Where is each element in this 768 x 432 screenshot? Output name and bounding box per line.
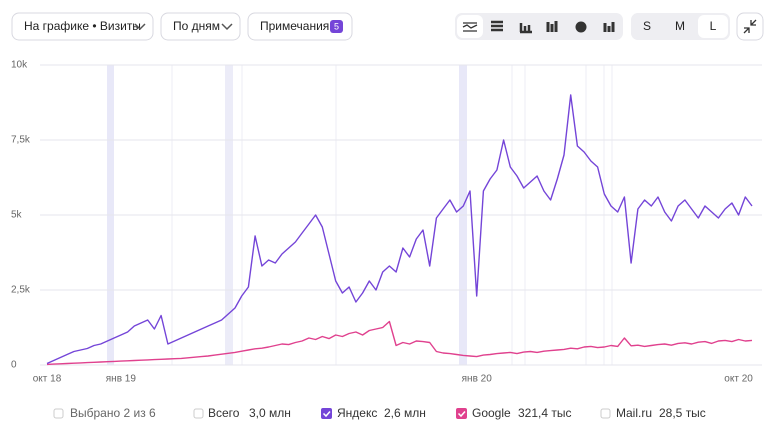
checkbox[interactable] bbox=[321, 408, 332, 419]
check bbox=[457, 411, 466, 418]
collapse-button[interactable] bbox=[736, 12, 764, 41]
chevron bbox=[221, 23, 233, 31]
notes-button[interactable] bbox=[247, 12, 353, 41]
chevron bbox=[134, 23, 146, 31]
legend-name: Google bbox=[472, 406, 511, 420]
y-tick-label: 0 bbox=[11, 360, 17, 371]
checkbox[interactable] bbox=[53, 408, 64, 419]
legend-name: Всего bbox=[208, 406, 240, 420]
icon bbox=[743, 19, 757, 34]
period-label: По дням bbox=[173, 19, 220, 33]
checkbox[interactable] bbox=[193, 408, 204, 419]
chart-type-pie[interactable] bbox=[575, 21, 587, 33]
metric-dropdown[interactable] bbox=[11, 12, 154, 41]
chart-type-columns[interactable] bbox=[603, 22, 615, 32]
legend: Выбрано 2 из 6 Всего 3,0 млн Яндекс 2,6 … bbox=[53, 406, 706, 420]
metric-label: На графике • Визиты bbox=[24, 19, 141, 33]
chart-type-area[interactable] bbox=[491, 20, 503, 32]
notes-count: 5 bbox=[334, 21, 339, 31]
x-tick-label: окт 20 bbox=[724, 374, 753, 385]
x-tick-label: янв 19 bbox=[106, 374, 137, 385]
y-tick-label: 7,5k bbox=[11, 135, 31, 146]
x-tick-label: окт 18 bbox=[33, 374, 62, 385]
chart-type-bar[interactable] bbox=[519, 23, 532, 34]
legend-total: 28,5 тыс bbox=[659, 406, 706, 420]
period-dropdown[interactable] bbox=[160, 12, 241, 41]
legend-name: Яндекс bbox=[337, 406, 377, 420]
check bbox=[322, 411, 331, 418]
size-option[interactable]: S bbox=[643, 19, 651, 33]
y-tick-label: 5k bbox=[11, 210, 23, 221]
y-tick-label: 2,5k bbox=[11, 285, 31, 296]
y-tick-label: 10k bbox=[11, 60, 28, 71]
notes-label: Примечания bbox=[260, 19, 329, 33]
legend-total: 321,4 тыс bbox=[518, 406, 571, 420]
notes-badge bbox=[330, 20, 343, 33]
chart-type-group bbox=[455, 13, 623, 40]
checkbox[interactable] bbox=[456, 408, 467, 419]
legend-total: 2,6 млн bbox=[384, 406, 426, 420]
series-line bbox=[46, 320, 753, 366]
checkbox[interactable] bbox=[600, 408, 611, 419]
size-option[interactable]: L bbox=[710, 19, 717, 33]
legend-name: Mail.ru bbox=[616, 406, 652, 420]
toolbar: На графике • Визиты По дням Примечания 5… bbox=[11, 12, 764, 41]
size-option[interactable]: M bbox=[675, 19, 685, 33]
legend-selection: Выбрано 2 из 6 bbox=[70, 406, 156, 420]
legend-total: 3,0 млн bbox=[249, 406, 291, 420]
series-line bbox=[46, 94, 753, 365]
icon bbox=[462, 22, 478, 32]
size-selected bbox=[698, 15, 728, 38]
chart-type-stacked[interactable] bbox=[546, 21, 558, 32]
x-tick-label: янв 20 bbox=[462, 374, 493, 385]
